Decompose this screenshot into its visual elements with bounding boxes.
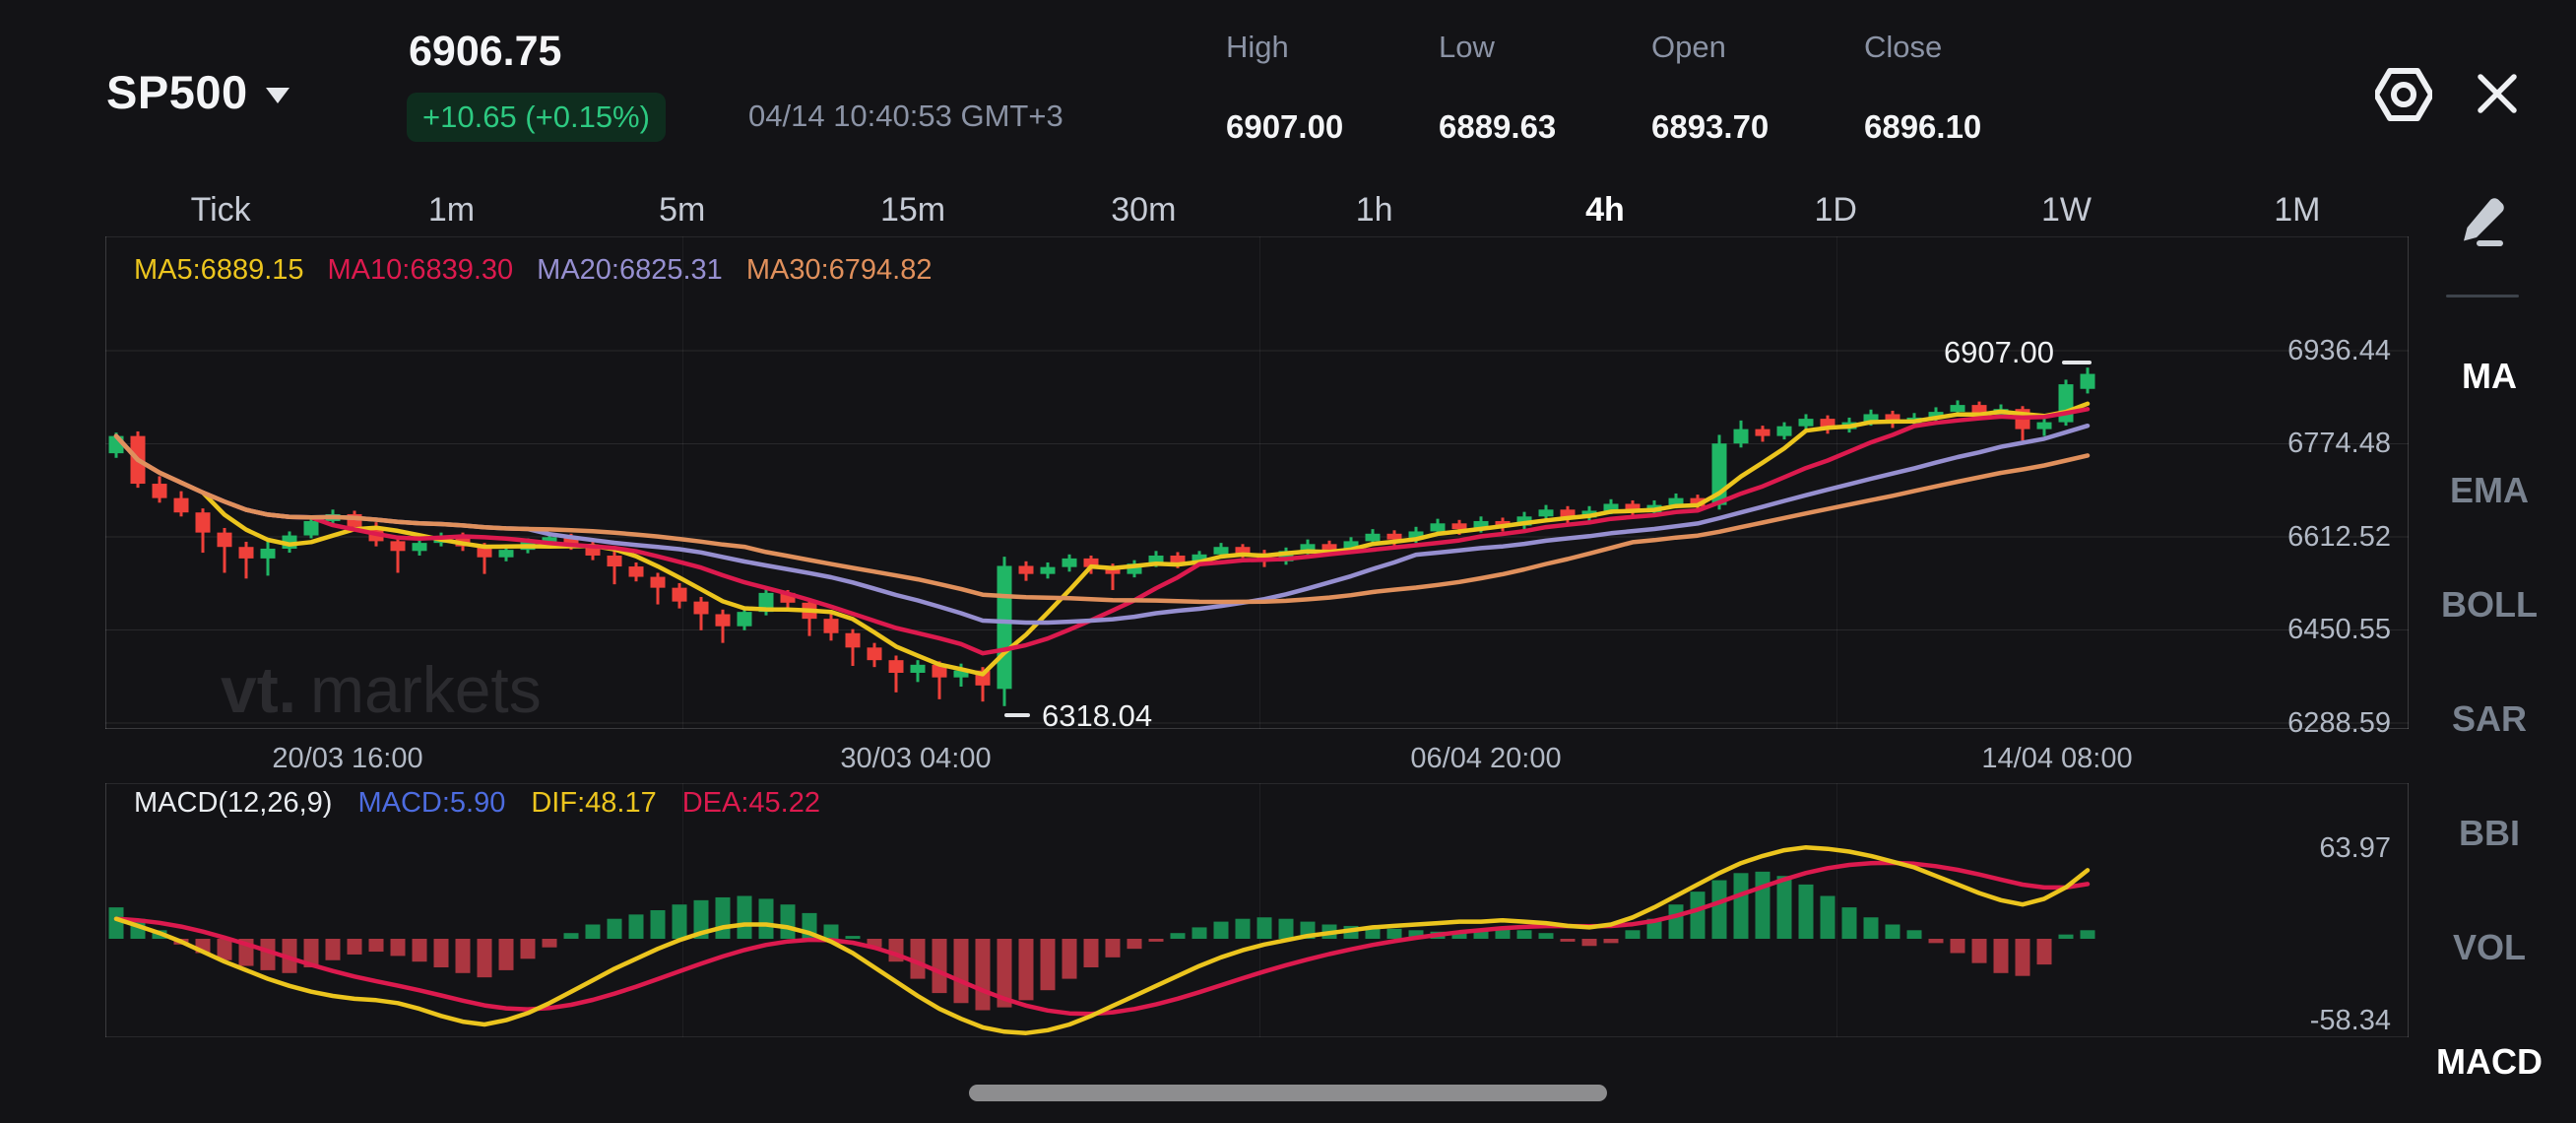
price-axis-label: 6450.55 xyxy=(2287,614,2391,645)
watermark-suffix: markets xyxy=(310,653,542,726)
low-price-annotation: 6318.04 xyxy=(1042,698,1153,733)
stat-value: 6893.70 xyxy=(1651,108,1770,145)
low-annotation-dash xyxy=(1004,713,1030,717)
change-badge: +10.65 (+0.15%) xyxy=(407,93,666,142)
high-annotation-dash xyxy=(2062,361,2092,364)
tab-1d[interactable]: 1D xyxy=(1814,191,1857,229)
tab-tick[interactable]: Tick xyxy=(190,191,251,229)
tab-1m-month[interactable]: 1M xyxy=(2274,191,2321,229)
ma-legend: MA5:6889.15 MA10:6839.30 MA20:6825.31 MA… xyxy=(134,254,932,287)
dif-value: DIF:48.17 xyxy=(531,787,657,819)
price-axis-label: 6288.59 xyxy=(2287,707,2391,739)
last-price: 6906.75 xyxy=(409,28,562,75)
gear-icon xyxy=(2375,68,2432,121)
tab-1w[interactable]: 1W xyxy=(2041,191,2093,229)
stat-label: Open xyxy=(1651,30,1726,64)
tab-15m[interactable]: 15m xyxy=(879,191,946,229)
tab-30m[interactable]: 30m xyxy=(1111,191,1177,229)
stat-label: Close xyxy=(1864,30,1943,64)
time-axis-label: 20/03 16:00 xyxy=(272,743,423,774)
dea-value: DEA:45.22 xyxy=(681,787,820,819)
stat-open: Open 6893.70 xyxy=(1651,30,1864,146)
sidebar-item-ma[interactable]: MA xyxy=(2462,356,2517,396)
stat-label: High xyxy=(1226,30,1289,64)
settings-button[interactable] xyxy=(2375,66,2432,123)
sidebar-item-vol[interactable]: VOL xyxy=(2452,927,2526,967)
watermark-brand: vt. xyxy=(221,653,297,726)
stat-label: Low xyxy=(1439,30,1495,64)
timestamp: 04/14 10:40:53 GMT+3 xyxy=(748,99,1063,133)
timeframe-tabs: Tick 1m 5m 15m 30m 1h 4h 1D 1W 1M xyxy=(105,183,2413,236)
tab-1h[interactable]: 1h xyxy=(1355,191,1393,229)
home-indicator-scrollbar[interactable] xyxy=(969,1085,1607,1101)
ohlc-stats: High 6907.00 Low 6889.63 Open 6893.70 Cl… xyxy=(1226,30,2077,146)
high-price-annotation: 6907.00 xyxy=(1943,335,2054,369)
sidebar-item-sar[interactable]: SAR xyxy=(2451,698,2527,739)
time-axis-label: 06/04 20:00 xyxy=(1410,743,1562,774)
macd-axis-min-label: -58.34 xyxy=(2309,1005,2391,1036)
vt-markets-watermark: vt. markets xyxy=(221,652,542,727)
macd-legend: MACD(12,26,9) MACD:5.90 DIF:48.17 DEA:45… xyxy=(134,787,820,820)
price-axis-label: 6612.52 xyxy=(2287,521,2391,553)
stat-value: 6907.00 xyxy=(1226,108,1344,145)
sidebar-item-ema[interactable]: EMA xyxy=(2450,470,2529,510)
sidebar-item-macd[interactable]: MACD xyxy=(2436,1041,2543,1082)
price-axis-label: 6774.48 xyxy=(2287,428,2391,459)
price-axis-label: 6936.44 xyxy=(2287,335,2391,366)
ma30-legend-value: MA30:6794.82 xyxy=(745,254,933,286)
close-icon xyxy=(2478,74,2517,113)
ma20-legend-value: MA20:6825.31 xyxy=(537,254,723,286)
stat-value: 6889.63 xyxy=(1439,108,1557,145)
tab-4h[interactable]: 4h xyxy=(1585,191,1625,229)
symbol-selector[interactable]: SP500 xyxy=(106,65,290,119)
sidebar-item-bbi[interactable]: BBI xyxy=(2459,813,2520,853)
stat-value: 6896.10 xyxy=(1864,108,1982,145)
main-candlestick-chart[interactable] xyxy=(105,236,2409,729)
macd-axis-max-label: 63.97 xyxy=(2319,832,2391,864)
pencil-icon xyxy=(2464,198,2504,246)
stat-high: High 6907.00 xyxy=(1226,30,1439,146)
symbol-label: SP500 xyxy=(106,66,248,118)
time-axis-label: 14/04 08:00 xyxy=(1981,743,2133,774)
tab-1m[interactable]: 1m xyxy=(427,191,476,229)
tab-5m[interactable]: 5m xyxy=(659,191,706,229)
stat-close: Close 6896.10 xyxy=(1864,30,2077,146)
dropdown-caret-icon xyxy=(265,87,290,103)
macd-value: MACD:5.90 xyxy=(357,787,506,819)
draw-tools-button[interactable] xyxy=(2451,193,2510,252)
stat-low: Low 6889.63 xyxy=(1439,30,1651,146)
time-axis-label: 30/03 04:00 xyxy=(840,743,992,774)
close-button[interactable] xyxy=(2475,71,2520,116)
ma5-legend-value: MA5:6889.15 xyxy=(134,254,304,286)
sidebar-divider xyxy=(2446,295,2519,297)
macd-params-label: MACD(12,26,9) xyxy=(134,787,333,819)
ma10-legend-value: MA10:6839.30 xyxy=(327,254,514,286)
sidebar-item-boll[interactable]: BOLL xyxy=(2441,584,2538,625)
macd-indicator-chart[interactable] xyxy=(105,783,2409,1037)
